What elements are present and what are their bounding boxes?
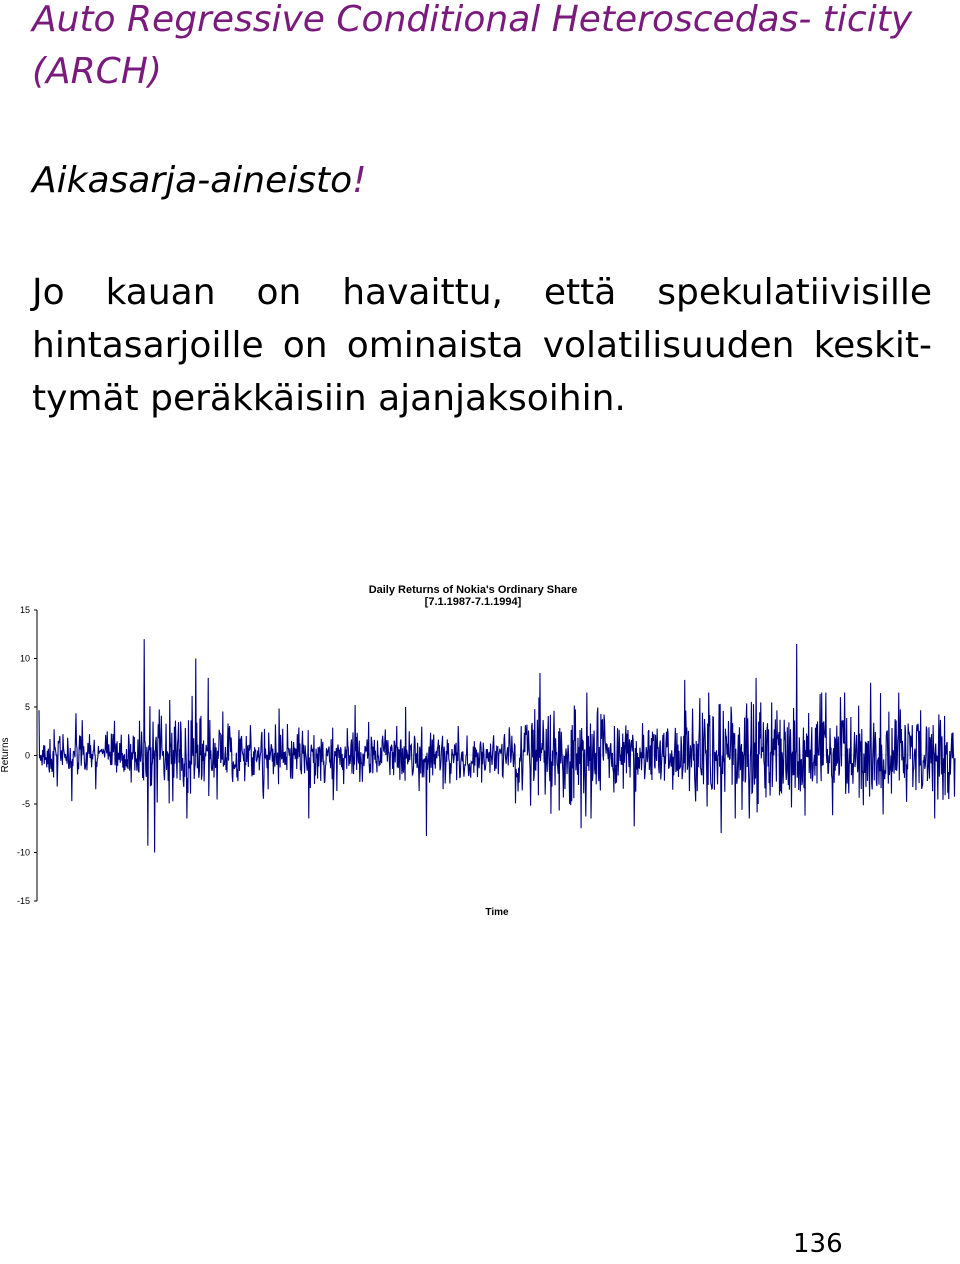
returns-chart: Daily Returns of Nokia's Ordinary Share … (0, 575, 960, 925)
chart-title: Daily Returns of Nokia's Ordinary Share (369, 584, 578, 596)
x-axis-label: Time (485, 907, 509, 918)
slide-title: Auto Regressive Conditional Heteroscedas… (32, 0, 913, 92)
y-tick-label: -5 (22, 799, 30, 809)
subtitle-text: Aikasarja-aineisto (32, 160, 353, 201)
returns-series-line (38, 639, 956, 853)
y-tick-label: 15 (20, 605, 30, 615)
y-axis-label: Returns (0, 737, 11, 772)
chart-subtitle: [7.1.1987-7.1.1994] (425, 596, 522, 608)
slide-paragraph: Jo kauan on havaittu, että spekulatiivis… (32, 272, 932, 419)
y-tick-label: -10 (17, 848, 30, 858)
returns-chart-svg: Daily Returns of Nokia's Ordinary Share … (0, 584, 956, 918)
page-number: 136 (793, 1229, 843, 1259)
y-tick-label: 5 (25, 702, 30, 712)
y-tick-label: 0 (25, 751, 30, 761)
subtitle-exclamation: ! (352, 160, 367, 201)
y-axis-ticks: 15 10 5 0 -5 -10 -15 (17, 605, 37, 906)
y-tick-label: -15 (17, 896, 30, 906)
y-tick-label: 10 (20, 654, 30, 664)
slide-subtitle: Aikasarja-aineisto! (32, 155, 367, 207)
